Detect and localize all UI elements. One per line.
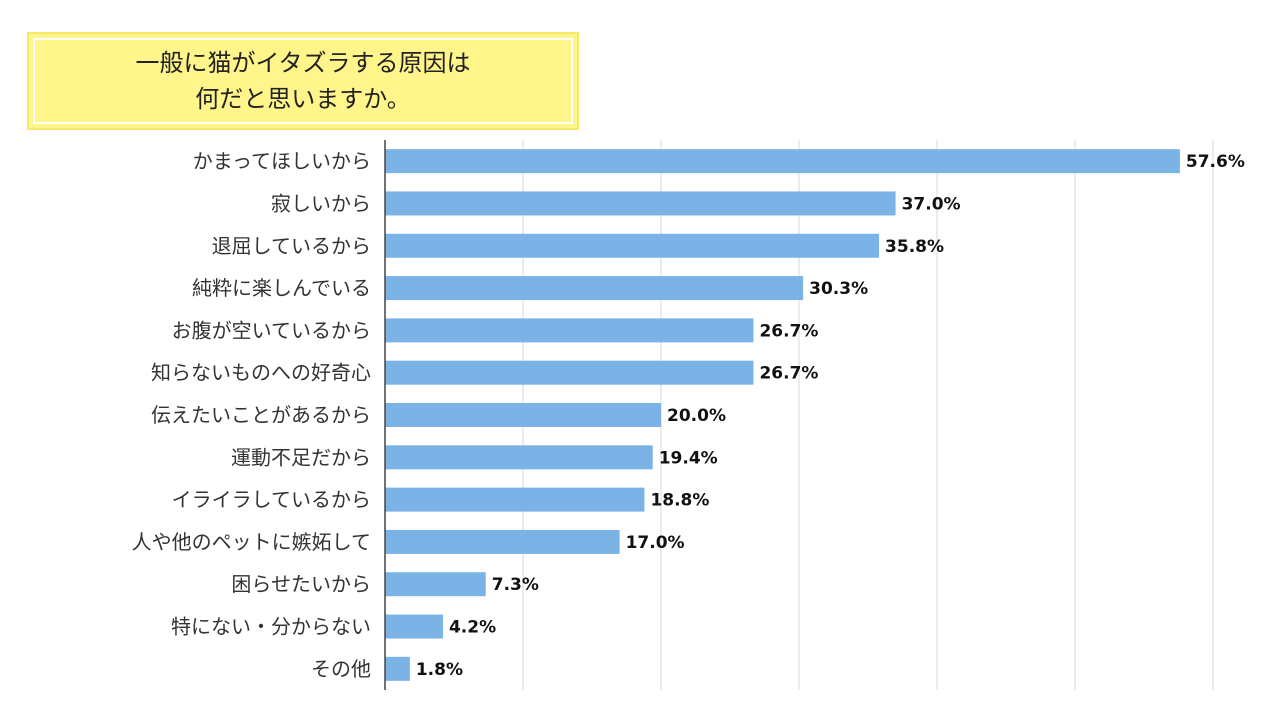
category-label: 知らないものへの好奇心 [151, 361, 371, 385]
category-label: 退屈しているから [212, 234, 371, 258]
category-label: かまってほしいから [193, 149, 371, 173]
bar [385, 360, 754, 385]
bar [385, 276, 804, 301]
value-label: 20.0% [667, 406, 726, 426]
bar [385, 403, 661, 427]
category-label: お腹が空いているから [172, 318, 371, 342]
value-label: 7.3% [492, 575, 539, 595]
value-label: 18.8% [650, 491, 709, 511]
value-label: 30.3% [809, 279, 868, 299]
category-label: 伝えたいことがあるから [151, 403, 371, 427]
category-label: 純粋に楽しんでいる [192, 276, 371, 300]
category-label: 特にない・分からない [171, 615, 371, 639]
value-label: 1.8% [416, 660, 463, 680]
chart-title-box: 一般に猫がイタズラする原因は 何だと思いますか。 [27, 32, 579, 130]
value-label: 26.7% [759, 364, 818, 384]
bar [385, 656, 410, 681]
bar [385, 529, 620, 554]
value-label: 17.0% [626, 533, 685, 553]
bar [385, 191, 896, 216]
category-label: 運動不足だから [231, 445, 371, 469]
value-label: 19.4% [659, 448, 718, 468]
category-label: その他 [311, 657, 371, 681]
value-label: 4.2% [449, 618, 496, 638]
chart-title-line-2: 何だと思いますか。 [195, 85, 411, 113]
value-label: 35.8% [885, 237, 944, 257]
bar [385, 149, 1180, 174]
value-label: 37.0% [902, 194, 961, 214]
bar [385, 487, 645, 512]
category-label: 寂しいから [271, 191, 371, 215]
chart-title-line-1: 一般に猫がイタズラする原因は [135, 49, 471, 77]
bar [385, 233, 880, 258]
bar [385, 445, 653, 470]
bar [385, 318, 754, 343]
value-label: 26.7% [759, 321, 818, 341]
chart-title: 一般に猫がイタズラする原因は 何だと思いますか。 [33, 38, 573, 124]
value-label: 57.6% [1186, 152, 1245, 172]
category-label: 困らせたいから [231, 572, 371, 596]
bar [385, 614, 443, 639]
category-label: イライラしているから [172, 488, 371, 512]
bar [385, 572, 486, 597]
category-label: 人や他のペットに嫉妬して [132, 530, 371, 554]
